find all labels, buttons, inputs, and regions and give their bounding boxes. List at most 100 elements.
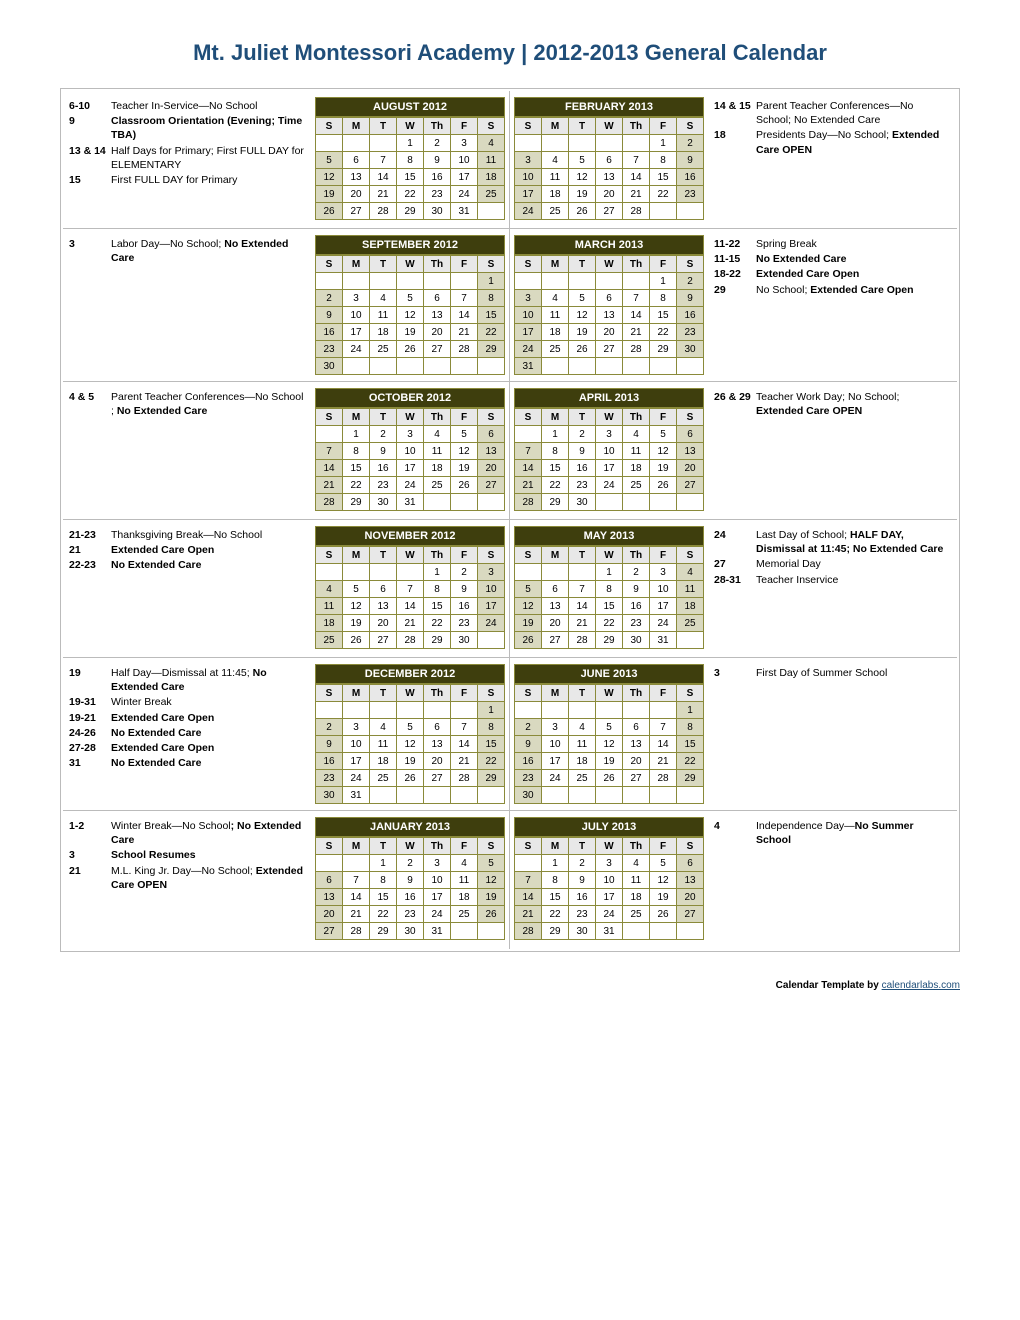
calendar-left: DECEMBER 2012SMTWThFS1234567891011121314… [315, 664, 505, 804]
day-cell: 21 [451, 753, 478, 770]
day-cell: 30 [451, 632, 478, 649]
day-cell: 24 [650, 615, 677, 632]
day-cell: 18 [370, 324, 397, 341]
day-cell: 10 [596, 872, 623, 889]
day-cell: 2 [370, 426, 397, 443]
day-header: F [451, 547, 478, 564]
day-cell: 25 [370, 770, 397, 787]
empty-cell [515, 564, 542, 581]
day-cell: 14 [515, 889, 542, 906]
day-cell: 27 [677, 477, 704, 494]
day-cell: 30 [316, 787, 343, 804]
day-cell: 17 [542, 753, 569, 770]
day-cell: 17 [596, 889, 623, 906]
day-cell: 14 [370, 169, 397, 186]
day-header: T [569, 685, 596, 702]
day-cell: 12 [397, 736, 424, 753]
right-half: APRIL 2013SMTWThFS1234567891011121314151… [510, 382, 957, 519]
day-header: M [343, 547, 370, 564]
empty-cell [677, 632, 704, 649]
day-cell: 18 [316, 615, 343, 632]
day-cell: 12 [451, 443, 478, 460]
day-cell: 30 [569, 923, 596, 940]
day-cell: 29 [478, 341, 505, 358]
day-cell: 29 [542, 923, 569, 940]
day-cell: 30 [569, 494, 596, 511]
day-cell: 25 [316, 632, 343, 649]
day-cell: 15 [650, 169, 677, 186]
month-header: MAY 2013 [514, 526, 704, 546]
empty-cell [316, 135, 343, 152]
day-cell: 23 [316, 770, 343, 787]
day-cell: 5 [650, 855, 677, 872]
empty-cell [623, 358, 650, 375]
day-header: S [478, 685, 505, 702]
day-cell: 18 [424, 460, 451, 477]
day-cell: 30 [677, 341, 704, 358]
empty-cell [515, 855, 542, 872]
day-cell: 19 [650, 889, 677, 906]
day-cell: 4 [478, 135, 505, 152]
mini-calendar: SMTWThFS12345678910111213141516171819202… [514, 255, 704, 375]
day-header: W [596, 838, 623, 855]
empty-cell [542, 358, 569, 375]
events-right: 11-22Spring Break11-15No Extended Care18… [712, 235, 953, 375]
day-cell: 24 [343, 770, 370, 787]
day-header: T [370, 256, 397, 273]
day-cell: 2 [677, 135, 704, 152]
footer-link[interactable]: calendarlabs.com [882, 980, 960, 991]
day-cell: 16 [677, 307, 704, 324]
empty-cell [596, 787, 623, 804]
empty-cell [424, 787, 451, 804]
day-cell: 4 [542, 152, 569, 169]
day-cell: 20 [370, 615, 397, 632]
day-cell: 7 [343, 872, 370, 889]
calendar-row: 3Labor Day—No School; No Extended CareSE… [63, 229, 957, 382]
day-header: S [478, 547, 505, 564]
empty-cell [542, 564, 569, 581]
day-cell: 3 [596, 426, 623, 443]
day-cell: 21 [515, 477, 542, 494]
day-cell: 13 [424, 736, 451, 753]
day-cell: 23 [397, 906, 424, 923]
day-cell: 14 [623, 169, 650, 186]
day-cell: 20 [677, 889, 704, 906]
day-header: W [397, 118, 424, 135]
day-cell: 11 [370, 307, 397, 324]
day-cell: 20 [596, 186, 623, 203]
day-cell: 4 [316, 581, 343, 598]
empty-cell [623, 273, 650, 290]
events-left: 6-10Teacher In-Service—No School9Classro… [67, 97, 315, 222]
right-half: JULY 2013SMTWThFS12345678910111213141516… [510, 811, 957, 949]
day-cell: 9 [424, 152, 451, 169]
day-header: F [650, 547, 677, 564]
day-cell: 24 [343, 341, 370, 358]
day-cell: 19 [569, 186, 596, 203]
day-header: W [596, 547, 623, 564]
day-header: F [451, 118, 478, 135]
day-cell: 5 [478, 855, 505, 872]
day-cell: 20 [343, 186, 370, 203]
day-cell: 16 [424, 169, 451, 186]
empty-cell [478, 632, 505, 649]
day-cell: 23 [451, 615, 478, 632]
calendar-left: OCTOBER 2012SMTWThFS12345678910111213141… [315, 388, 505, 513]
day-cell: 8 [424, 581, 451, 598]
day-cell: 5 [596, 719, 623, 736]
empty-cell [478, 494, 505, 511]
day-cell: 10 [424, 872, 451, 889]
day-cell: 22 [677, 753, 704, 770]
empty-cell [596, 273, 623, 290]
day-cell: 19 [596, 753, 623, 770]
day-header: S [515, 685, 542, 702]
day-cell: 9 [397, 872, 424, 889]
day-cell: 13 [596, 169, 623, 186]
day-cell: 19 [451, 460, 478, 477]
day-header: T [569, 547, 596, 564]
day-cell: 6 [343, 152, 370, 169]
day-cell: 27 [478, 477, 505, 494]
month-header: DECEMBER 2012 [315, 664, 505, 684]
day-cell: 11 [542, 169, 569, 186]
empty-cell [542, 787, 569, 804]
day-cell: 28 [650, 770, 677, 787]
